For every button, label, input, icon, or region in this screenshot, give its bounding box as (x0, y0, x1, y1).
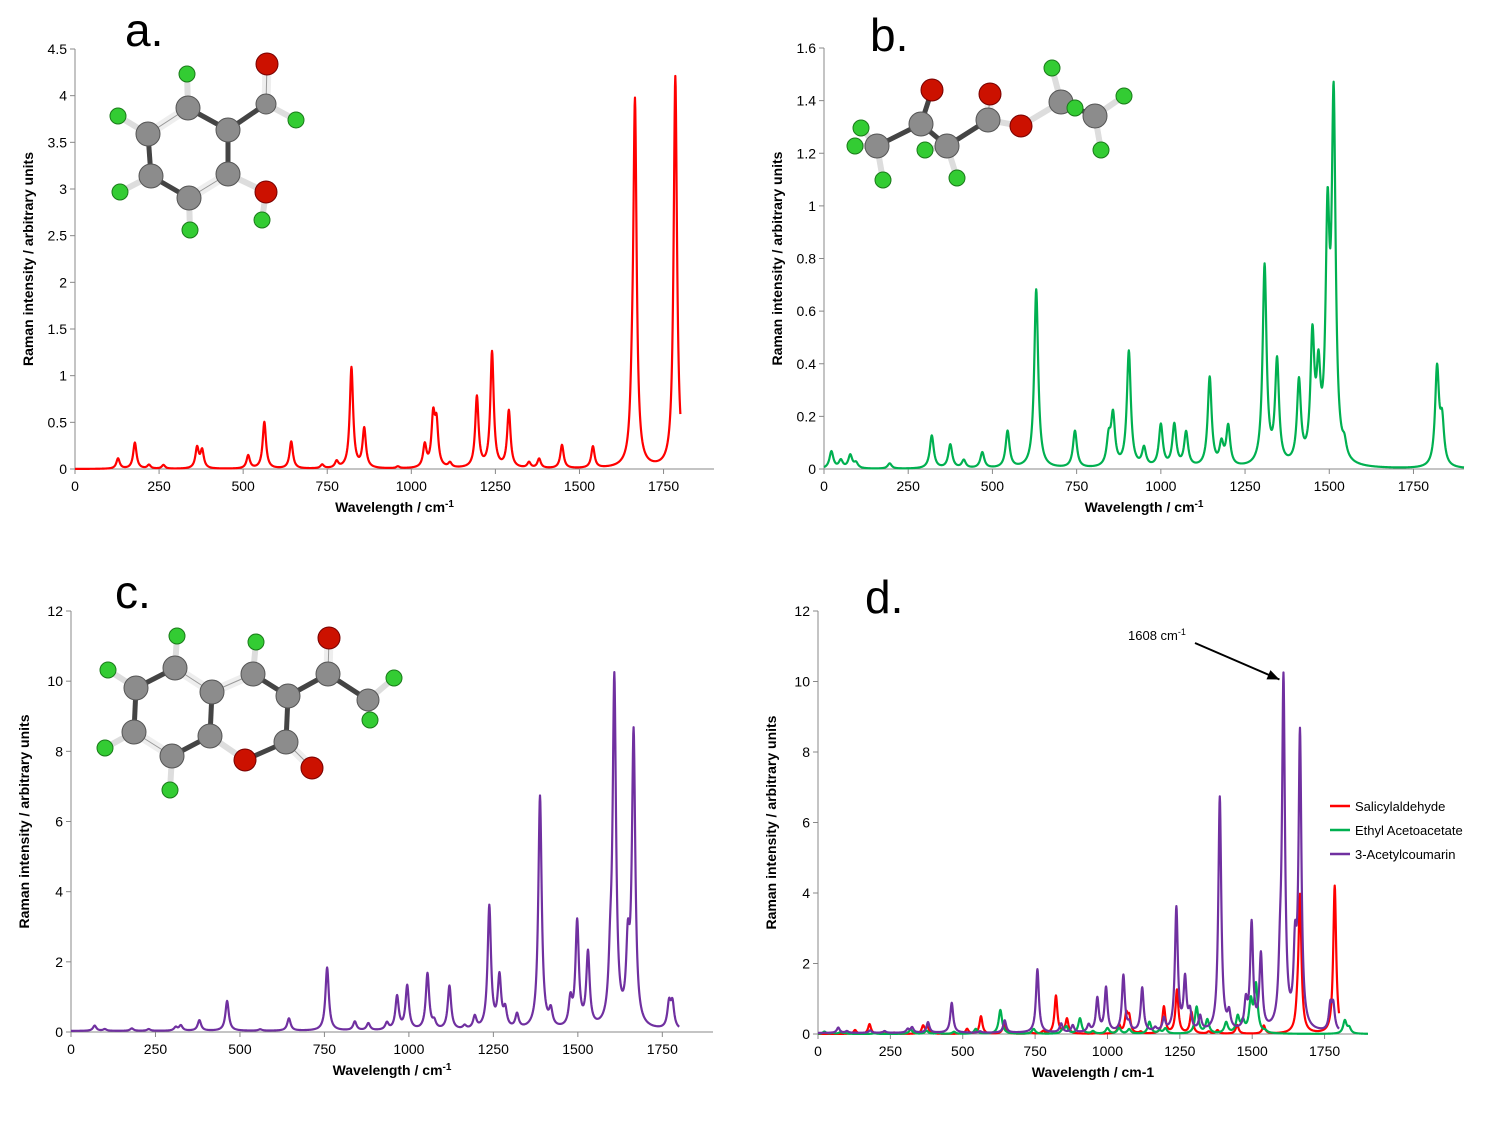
y-tick-label: 4 (59, 88, 67, 104)
x-tick-label: 1750 (648, 478, 679, 494)
y-tick-label: 3 (59, 181, 67, 197)
x-tick-label: 1000 (393, 1041, 424, 1057)
y-tick-label: 2 (55, 954, 63, 970)
x-tick-label: 1500 (1237, 1043, 1268, 1059)
x-tick-label: 1250 (480, 478, 511, 494)
x-tick-label: 1000 (1092, 1043, 1123, 1059)
x-tick-label: 1750 (1309, 1043, 1340, 1059)
y-axis-label: Raman intensity / arbitrary units (20, 152, 36, 366)
y-tick-label: 4 (802, 885, 810, 901)
x-tick-label: 0 (820, 478, 828, 494)
annotation-arrowhead (1266, 670, 1280, 680)
y-tick-label: 0 (808, 461, 816, 477)
x-tick-label: 500 (228, 1041, 252, 1057)
y-tick-label: 3.5 (48, 134, 68, 150)
x-tick-label: 750 (313, 1041, 337, 1057)
x-tick-label: 250 (897, 478, 921, 494)
panel-a-plot: 0 0.5 1 1.5 2 2.5 3 3.5 4 4.5 0 250 500 750 1000 1250 15… (20, 41, 714, 515)
x-tick-label: 500 (981, 478, 1005, 494)
panel-d-plot: 0 2 4 6 8 10 12 0 250 500 750 1000 1250 1500 1750 Wavel… (763, 603, 1463, 1080)
salicylaldehyde-molecule-icon (109, 52, 305, 239)
x-tick-label: 1500 (564, 478, 595, 494)
legend-label: Salicylaldehyde (1355, 799, 1445, 814)
ethyl-acetoacetate-molecule-icon (846, 59, 1133, 189)
y-tick-label: 0.4 (797, 356, 817, 372)
y-tick-label: 0.5 (48, 414, 68, 430)
x-tick-label: 750 (1023, 1043, 1047, 1059)
y-tick-label: 2 (802, 956, 810, 972)
x-tick-label: 1750 (647, 1041, 678, 1057)
y-tick-label: 8 (55, 743, 63, 759)
y-axis-label: Raman intensity / arbitrary units (763, 715, 779, 929)
x-tick-label: 250 (147, 478, 171, 494)
series-line-3-acetylcoumarin (70, 671, 680, 1032)
annotation-arrow (1194, 642, 1280, 681)
x-axis-label: Wavelength / cm-1 (1032, 1064, 1155, 1080)
y-tick-label: 0.6 (797, 303, 817, 319)
panel-d-label: d. (865, 571, 903, 623)
peak-annotation: 1608 cm-1 (1128, 627, 1186, 643)
3-acetylcoumarin-molecule-icon (96, 626, 403, 799)
y-tick-label: 12 (794, 603, 810, 619)
x-tick-label: 0 (71, 478, 79, 494)
x-tick-label: 1500 (1314, 478, 1345, 494)
x-tick-label: 750 (316, 478, 340, 494)
x-tick-label: 0 (814, 1043, 822, 1059)
y-tick-label: 0 (55, 1024, 63, 1040)
y-tick-label: 0 (59, 461, 67, 477)
y-tick-label: 1.4 (797, 93, 817, 109)
x-tick-label: 500 (951, 1043, 975, 1059)
y-tick-label: 2 (59, 274, 67, 290)
y-tick-label: 1 (59, 368, 67, 384)
panel-a-label: a. (125, 4, 163, 56)
panel-c-label: c. (115, 566, 151, 618)
x-tick-label: 1250 (478, 1041, 509, 1057)
y-tick-label: 8 (802, 744, 810, 760)
y-tick-label: 2.5 (48, 228, 68, 244)
x-tick-label: 1000 (1145, 478, 1176, 494)
panel-b: b. 0 0.2 0.4 0.6 0.8 1 1.2 1.4 1.6 0 250 500 750 1000… (769, 9, 1465, 516)
y-axis-label: Raman intensity / arbitrary units (16, 714, 32, 928)
series-line-ethyl-acetoacetate (823, 80, 1465, 470)
y-tick-label: 4 (55, 884, 63, 900)
x-tick-label: 500 (231, 478, 255, 494)
x-tick-label: 1250 (1229, 478, 1260, 494)
legend-label: Ethyl Acetoacetate (1355, 823, 1463, 838)
y-tick-label: 0 (802, 1026, 810, 1042)
y-tick-label: 10 (47, 673, 63, 689)
x-tick-label: 1500 (562, 1041, 593, 1057)
x-tick-label: 0 (67, 1041, 75, 1057)
panel-d: d. 0 2 4 6 8 10 12 0 250 500 750 1000 1250 1500 1750 Wa… (763, 571, 1463, 1080)
y-tick-label: 1 (808, 198, 816, 214)
y-tick-label: 6 (55, 814, 63, 830)
series-line-3-acetylcoumarin (817, 671, 1340, 1034)
panel-c: c. 0 2 4 6 8 10 12 0 250 500 750 1000 1250 1500 1750 Wa… (16, 566, 713, 1078)
x-tick-label: 1750 (1398, 478, 1429, 494)
y-tick-label: 1.5 (48, 321, 68, 337)
x-tick-label: 1250 (1164, 1043, 1195, 1059)
panel-b-label: b. (870, 9, 908, 61)
x-tick-label: 250 (144, 1041, 168, 1057)
x-axis-label: Wavelength / cm-1 (335, 499, 454, 516)
y-tick-label: 0.8 (797, 251, 817, 267)
y-tick-label: 1.6 (797, 40, 817, 56)
x-axis-label: Wavelength / cm-1 (333, 1062, 452, 1079)
y-tick-label: 12 (47, 603, 63, 619)
panel-a: a. 0 0.5 1 1.5 2 2.5 3 3.5 4 4.5 0 250 500 750 1000 125… (20, 4, 714, 515)
y-tick-label: 6 (802, 815, 810, 831)
panel-b-plot: 0 0.2 0.4 0.6 0.8 1 1.2 1.4 1.6 0 250 500 750 1000 125… (769, 40, 1465, 516)
x-tick-label: 750 (1065, 478, 1089, 494)
x-tick-label: 1000 (396, 478, 427, 494)
y-tick-label: 4.5 (48, 41, 68, 57)
y-axis-label: Raman intensity / arbitrary units (769, 151, 785, 365)
panel-c-plot: 0 2 4 6 8 10 12 0 250 500 750 1000 1250 1500 1750 Wavel… (16, 603, 713, 1078)
y-tick-label: 1.2 (797, 145, 817, 161)
x-tick-label: 250 (879, 1043, 903, 1059)
y-tick-label: 10 (794, 674, 810, 690)
series-line-salicylaldehyde (74, 74, 682, 470)
y-tick-label: 0.2 (797, 408, 817, 424)
legend-label: 3-Acetylcoumarin (1355, 847, 1455, 862)
x-axis-label: Wavelength / cm-1 (1085, 499, 1204, 516)
